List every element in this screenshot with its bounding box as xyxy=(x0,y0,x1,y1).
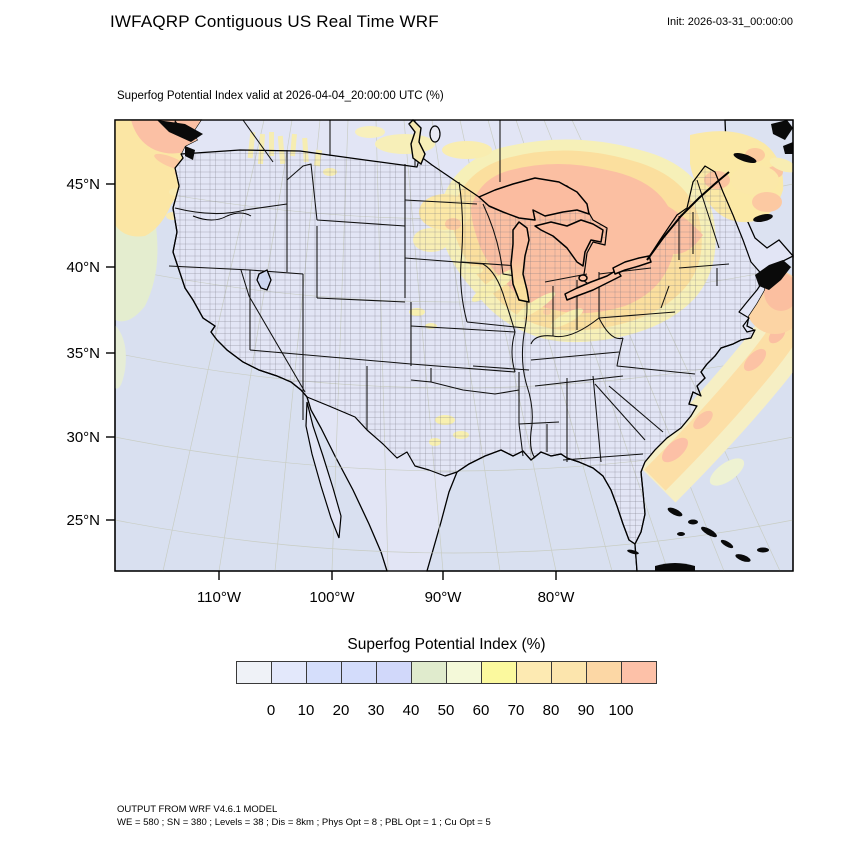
lake-huron xyxy=(534,219,604,267)
spi-contours-gulf-stl xyxy=(731,157,793,212)
lake-superior xyxy=(478,177,590,221)
lon-tick-100w: 100°W xyxy=(309,589,355,606)
map-canvas xyxy=(106,119,794,580)
legend-tick: 10 xyxy=(297,702,315,719)
legend-tick: 90 xyxy=(577,702,595,719)
model-info-footer: OUTPUT FROM WRF V4.6.1 MODEL WE = 580 ; … xyxy=(117,804,491,829)
legend-tick: 50 xyxy=(437,702,455,719)
legend-cell xyxy=(272,662,307,683)
footer-line2: WE = 580 ; SN = 380 ; Levels = 38 ; Dis … xyxy=(117,816,491,828)
lat-tick-30n: 30°N xyxy=(66,429,100,446)
lat-tick-45n: 45°N xyxy=(66,176,100,193)
geo-details xyxy=(157,119,793,571)
lake-ontario xyxy=(612,255,652,275)
map-frame-border xyxy=(114,119,794,572)
init-timestamp: Init: 2026-03-31_00:00:00 xyxy=(667,16,793,28)
legend-tick: 20 xyxy=(332,702,350,719)
legend-tick: 0 xyxy=(266,702,276,719)
legend-cell xyxy=(307,662,342,683)
lat-tick-35n: 35°N xyxy=(66,345,100,362)
legend-title: Superfog Potential Index (%) xyxy=(347,636,546,653)
valid-time-subtitle: Superfog Potential Index valid at 2026-0… xyxy=(117,90,444,102)
pnw-islands xyxy=(157,120,203,160)
legend-tick: 80 xyxy=(542,702,560,719)
lake-erie xyxy=(564,269,622,301)
footer-line1: OUTPUT FROM WRF V4.6.1 MODEL xyxy=(117,804,278,815)
legend-tick: 40 xyxy=(402,702,420,719)
legend-tick: 30 xyxy=(367,702,385,719)
legend-cell xyxy=(587,662,622,683)
maritime-islands xyxy=(733,120,793,290)
legend-cell xyxy=(482,662,517,683)
superfog-map xyxy=(106,119,794,580)
great-lakes xyxy=(478,177,652,303)
legend-cell xyxy=(447,662,482,683)
lat-tick-25n: 25°N xyxy=(66,512,100,529)
legend-tick: 70 xyxy=(507,702,525,719)
great-salt-lake xyxy=(256,269,272,291)
axis-ticks xyxy=(106,183,557,580)
legend-cell xyxy=(342,662,377,683)
lake-michigan xyxy=(510,221,530,303)
legend-cell xyxy=(412,662,447,683)
lon-tick-90w: 90°W xyxy=(424,589,462,606)
st-lawrence-river xyxy=(646,171,730,261)
legend-cell xyxy=(237,662,272,683)
lake-winnipeg xyxy=(408,119,426,166)
legend-tick: 60 xyxy=(472,702,490,719)
lake-st-clair xyxy=(578,274,588,282)
lat-tick-40n: 40°N xyxy=(66,259,100,276)
legend-tick: 100 xyxy=(608,702,634,719)
legend-cell xyxy=(377,662,412,683)
legend-colorbar xyxy=(236,661,657,684)
page-title: IWFAQRP Contiguous US Real Time WRF xyxy=(110,12,439,31)
legend-cell xyxy=(622,662,656,683)
lon-tick-80w: 80°W xyxy=(537,589,575,606)
legend-cell xyxy=(517,662,552,683)
lon-tick-110w: 110°W xyxy=(196,589,242,606)
baja-california xyxy=(305,401,342,539)
bahamas-cuba-islands xyxy=(627,507,769,571)
legend-cell xyxy=(552,662,587,683)
